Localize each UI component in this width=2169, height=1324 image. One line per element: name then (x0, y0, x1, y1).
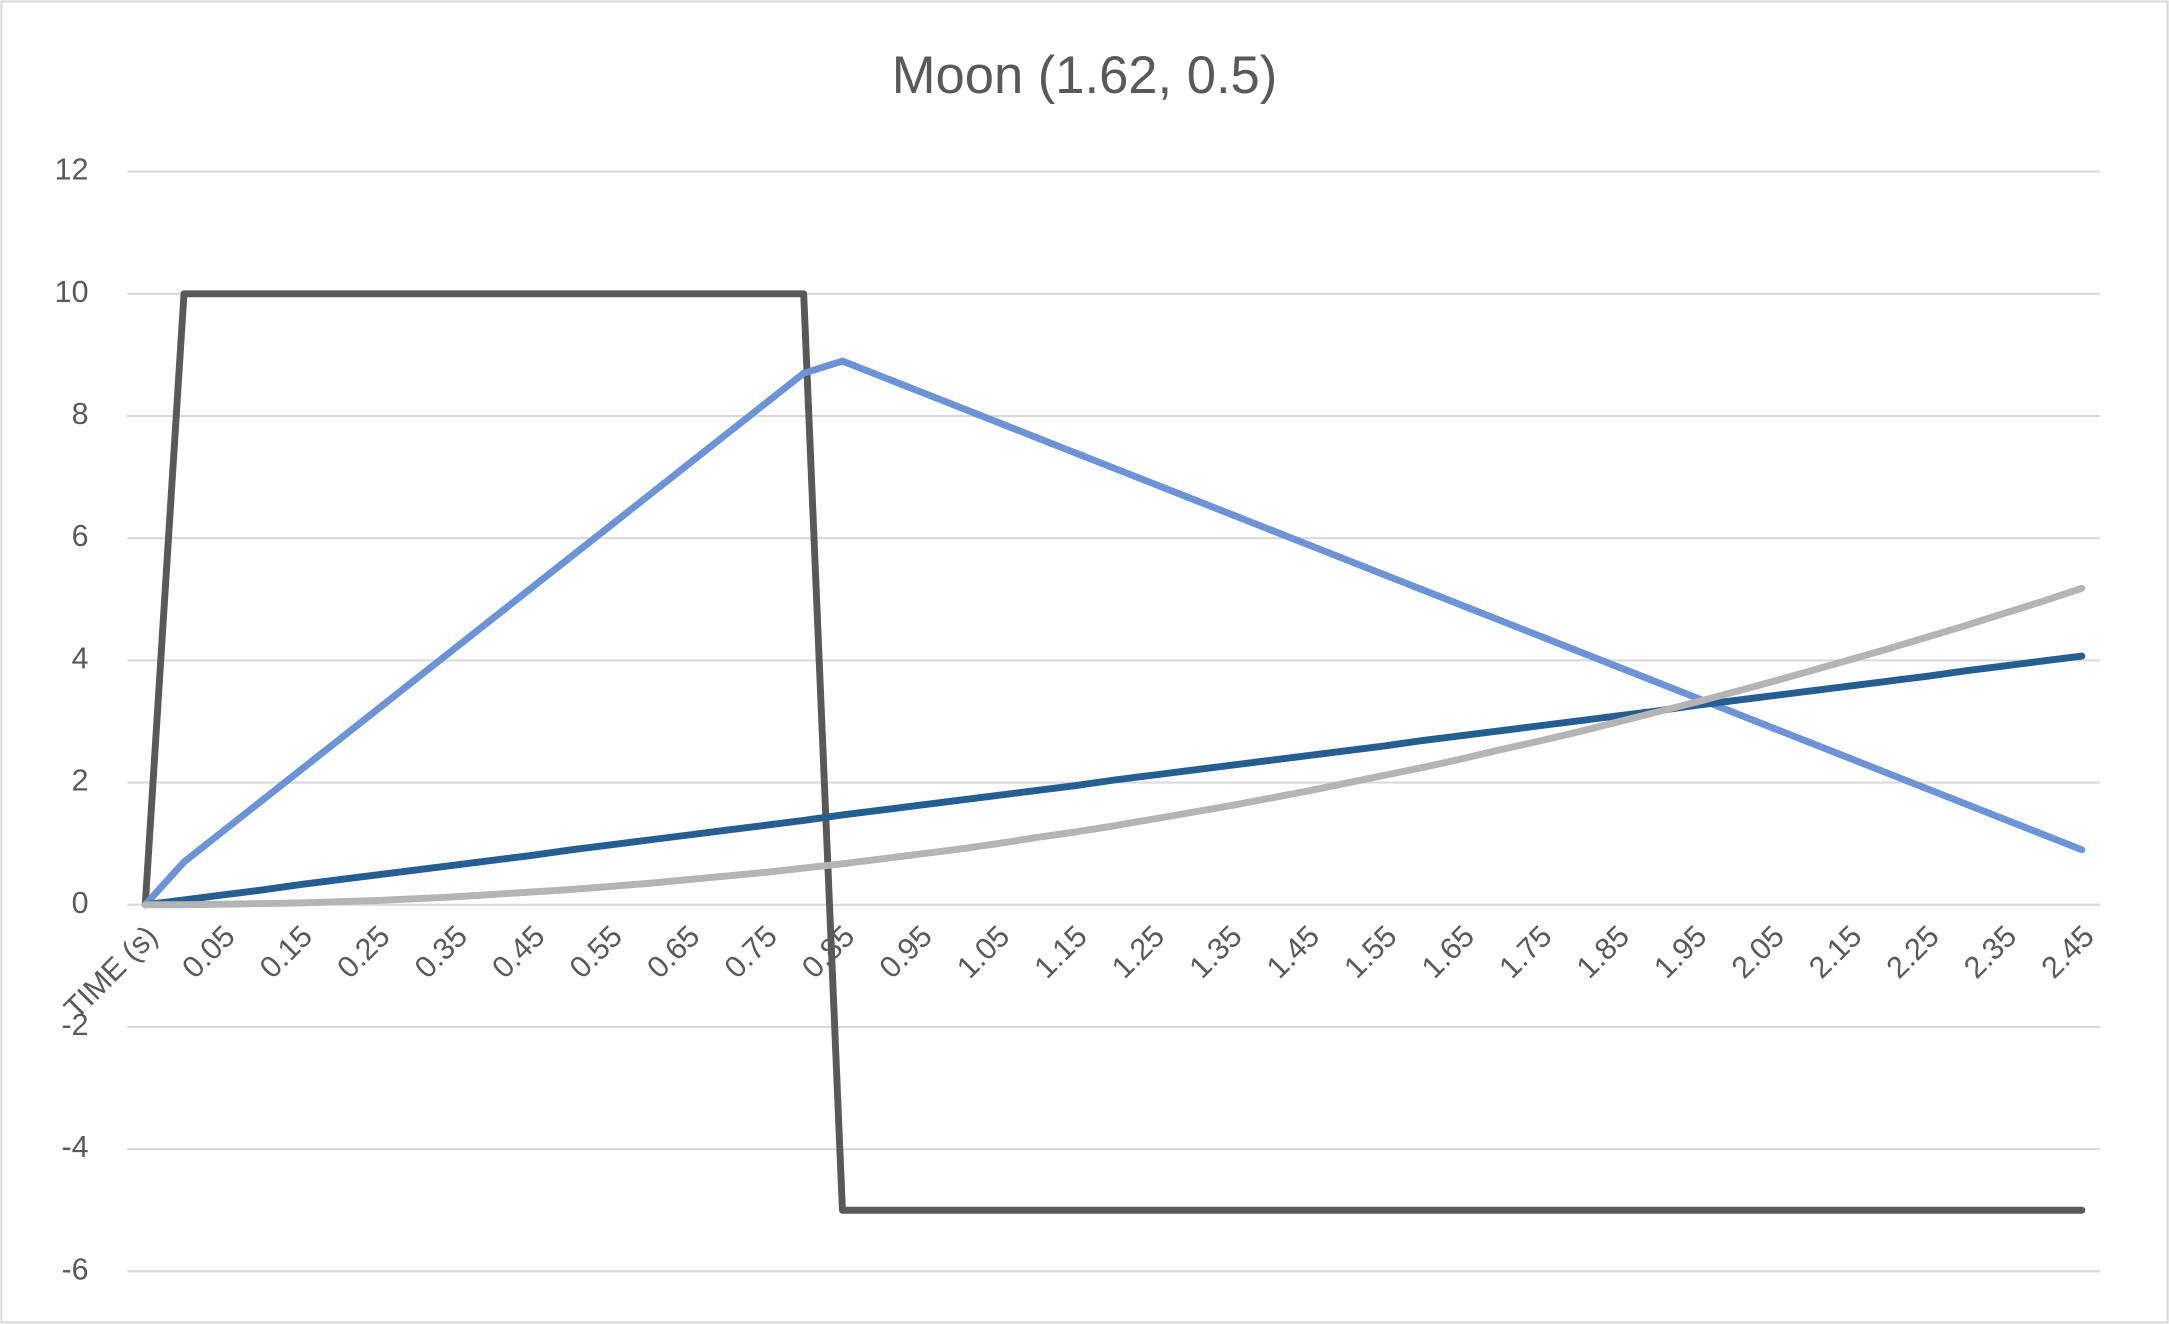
series-line (141, 290, 2086, 1214)
series-line (141, 652, 2086, 909)
series-line (141, 357, 2086, 909)
y-tick-label: 8 (72, 397, 89, 431)
series-line (141, 584, 2086, 909)
y-tick-label: 6 (72, 519, 89, 553)
y-tick-label: 0 (72, 886, 89, 920)
y-tick-label: 4 (72, 641, 89, 675)
y-tick-label: -6 (61, 1252, 88, 1286)
y-tick-label: 2 (72, 764, 89, 798)
y-tick-label: 12 (55, 153, 89, 187)
y-tick-label: 10 (55, 275, 89, 309)
chart-title: Moon (1.62, 0.5) (892, 46, 1278, 105)
y-tick-label: -4 (61, 1130, 88, 1164)
y-tick-label: -2 (61, 1008, 88, 1042)
